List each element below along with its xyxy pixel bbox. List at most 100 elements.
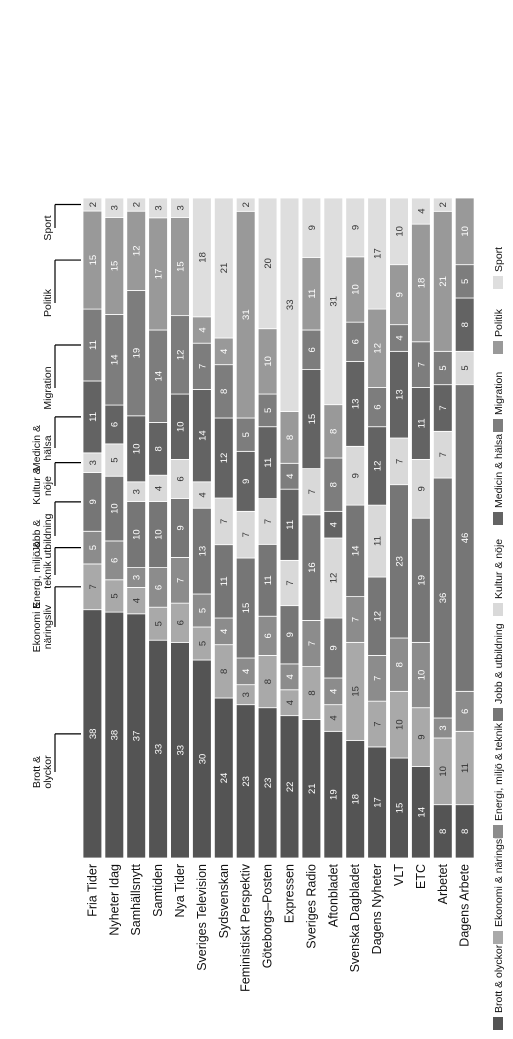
value-label: 9	[351, 225, 362, 230]
value-label: 38	[88, 729, 99, 740]
value-label: 4	[197, 327, 208, 332]
value-label: 15	[351, 686, 362, 697]
value-label: 4	[241, 669, 252, 674]
value-label: 8	[285, 435, 296, 440]
category-label: Arbetet	[436, 863, 450, 904]
value-label: 9	[351, 473, 362, 478]
value-label: 19	[329, 789, 340, 800]
value-label: 33	[154, 744, 165, 755]
legend-label: Jobb & utbildning	[493, 623, 505, 704]
value-label: 10	[110, 503, 121, 514]
value-label: 17	[154, 269, 165, 280]
value-label: 11	[88, 340, 99, 350]
value-label: 11	[285, 520, 296, 530]
value-label: 31	[241, 309, 252, 320]
bar-segment	[411, 197, 431, 225]
value-label: 5	[197, 641, 208, 646]
annotation-label: Sport	[42, 215, 54, 240]
value-label: 5	[110, 593, 121, 598]
category-label: Feministiskt Perspektiv	[239, 863, 253, 992]
value-label: 4	[329, 715, 340, 720]
legend-swatch	[493, 419, 503, 432]
value-label: 15	[307, 414, 318, 425]
value-label: 5	[154, 621, 165, 626]
value-label: 9	[241, 479, 252, 484]
annotation-label: hälsa	[42, 435, 54, 460]
annotation-label: Migration	[42, 366, 54, 409]
legend-swatch	[493, 603, 503, 616]
value-label: 22	[285, 782, 296, 793]
value-label: 8	[263, 679, 274, 684]
legend-swatch	[493, 708, 503, 721]
value-label: 7	[351, 617, 362, 622]
bar-segment	[432, 197, 453, 212]
legend-label: Kultur & nöje	[493, 539, 505, 599]
value-label: 6	[460, 709, 471, 714]
value-label: 3	[154, 205, 165, 210]
value-label: 19	[132, 348, 143, 359]
value-label: 5	[88, 545, 99, 550]
legend-swatch	[493, 341, 503, 354]
value-label: 8	[394, 662, 405, 667]
value-label: 19	[416, 575, 427, 586]
value-label: 8	[460, 829, 471, 834]
category-label: Fria Tider	[85, 864, 99, 917]
value-label: 7	[197, 364, 208, 369]
value-label: 7	[307, 489, 318, 494]
annotation-label: utbildning	[42, 513, 54, 558]
value-label: 11	[263, 458, 274, 468]
value-label: 6	[154, 585, 165, 590]
value-label: 10	[132, 444, 143, 455]
legend-label: Brott & olyckor	[493, 944, 505, 1013]
value-label: 12	[373, 611, 384, 622]
bar-segment	[301, 197, 322, 258]
value-label: 11	[88, 412, 99, 422]
value-label: 23	[394, 556, 405, 567]
value-label: 7	[438, 452, 449, 457]
value-label: 2	[241, 202, 252, 207]
value-label: 4	[329, 689, 340, 694]
value-label: 5	[438, 365, 449, 370]
bar-segment	[454, 197, 475, 266]
value-label: 12	[373, 461, 384, 472]
value-label: 10	[351, 284, 362, 295]
value-label: 5	[110, 457, 121, 462]
value-label: 4	[416, 208, 427, 213]
value-label: 3	[132, 489, 143, 494]
value-label: 13	[197, 546, 208, 557]
value-label: 8	[154, 446, 165, 451]
value-label: 5	[197, 608, 208, 613]
value-label: 7	[307, 641, 318, 646]
value-label: 2	[88, 202, 99, 207]
legend-label: Energi, miljö & teknik	[493, 722, 505, 821]
category-label: Göteborgs–Posten	[261, 864, 275, 968]
value-label: 13	[394, 389, 405, 400]
value-label: 8	[219, 389, 230, 394]
value-label: 11	[373, 536, 384, 546]
value-label: 4	[154, 486, 165, 491]
annotation-label: Politik	[42, 288, 54, 317]
bar-segment	[170, 197, 190, 218]
value-label: 15	[88, 255, 99, 266]
value-label: 7	[373, 721, 384, 726]
value-label: 3	[132, 575, 143, 580]
value-label: 38	[110, 730, 121, 741]
value-label: 9	[285, 632, 296, 637]
category-label: Expressen	[283, 864, 297, 923]
value-label: 4	[394, 335, 405, 340]
value-label: 4	[329, 522, 340, 527]
value-label: 9	[307, 225, 318, 230]
value-label: 14	[154, 371, 165, 382]
value-label: 4	[132, 598, 143, 603]
value-label: 5	[460, 365, 471, 370]
bar-segment	[257, 197, 278, 330]
value-label: 33	[175, 745, 186, 756]
annotation-label: Brott &	[31, 756, 43, 788]
bar-segment	[104, 197, 125, 218]
value-label: 10	[263, 356, 274, 367]
value-label: 14	[197, 430, 208, 441]
category-label: Dagens Nyheter	[370, 864, 384, 954]
value-label: 36	[438, 593, 449, 604]
value-label: 12	[373, 343, 384, 354]
